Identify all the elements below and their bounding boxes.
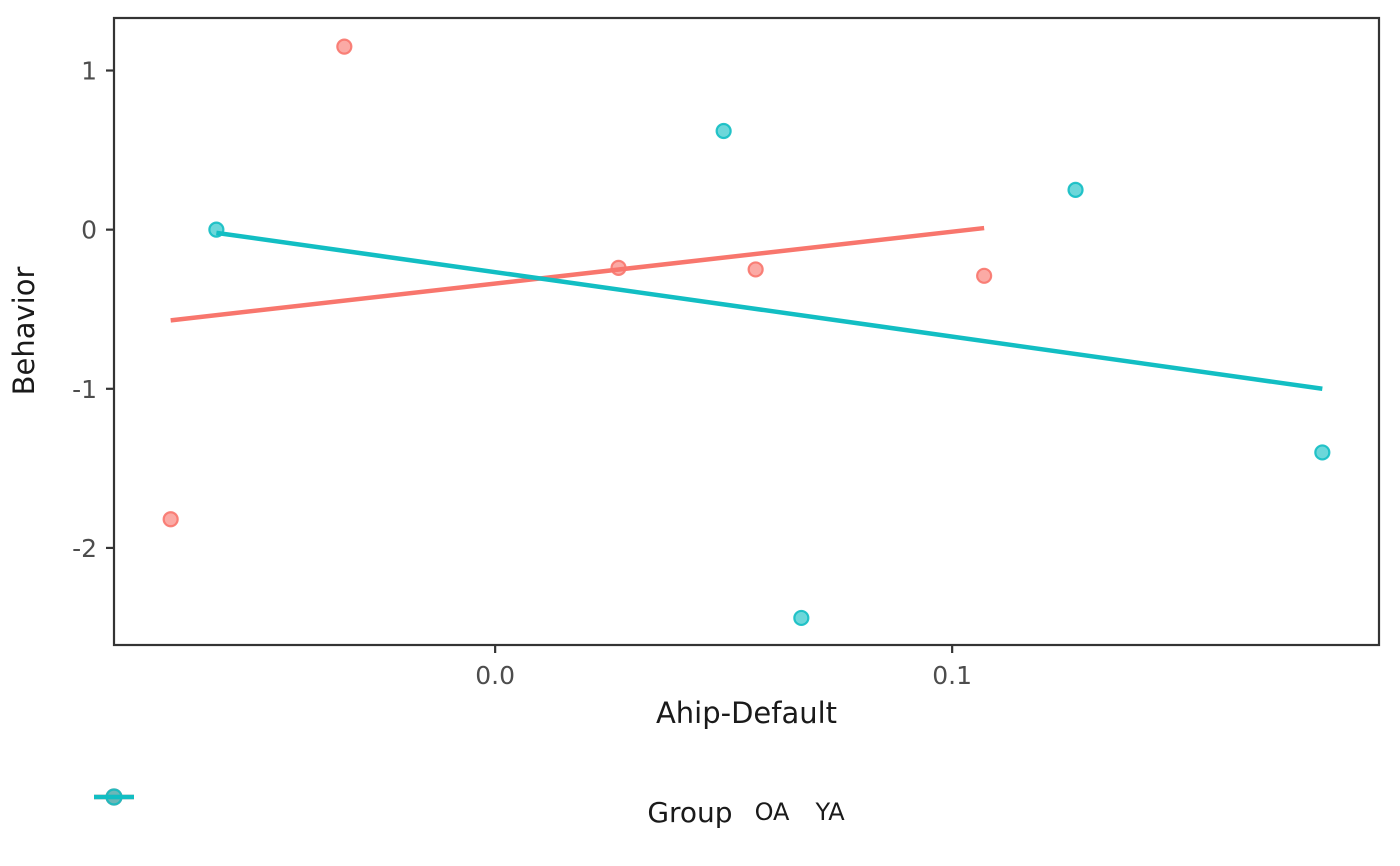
legend: Group OA YA bbox=[92, 782, 1400, 842]
legend-label-oa: OA bbox=[754, 798, 790, 826]
data-point-oa bbox=[976, 267, 993, 284]
legend-title: Group bbox=[647, 795, 733, 829]
trend-line-oa bbox=[170, 225, 985, 323]
data-point-ya bbox=[715, 122, 732, 140]
legend-label-ya: YA bbox=[815, 798, 845, 826]
y-tick-label: 0 bbox=[81, 216, 97, 245]
data-point-ya bbox=[793, 609, 810, 627]
y-tick-label: -2 bbox=[72, 534, 97, 563]
trend-line-ya bbox=[216, 230, 1323, 392]
x-tick-label: 0.1 bbox=[932, 661, 972, 690]
data-point-oa bbox=[336, 38, 353, 55]
plot-border bbox=[112, 16, 1381, 647]
legend-item-ya: YA bbox=[94, 788, 845, 826]
data-point-oa bbox=[747, 261, 764, 278]
y-tick-label: 1 bbox=[81, 57, 97, 86]
x-tick-label: 0.0 bbox=[475, 661, 515, 690]
y-tick-label: -1 bbox=[72, 375, 97, 404]
x-axis-title: Ahip-Default bbox=[656, 696, 837, 730]
data-point-oa bbox=[162, 511, 179, 528]
ya-key-icon bbox=[94, 788, 134, 806]
data-point-ya bbox=[1067, 181, 1084, 198]
data-point-ya bbox=[1314, 444, 1331, 461]
y-axis-title: Behavior bbox=[7, 267, 41, 396]
legend-item-oa: OA bbox=[94, 788, 790, 826]
